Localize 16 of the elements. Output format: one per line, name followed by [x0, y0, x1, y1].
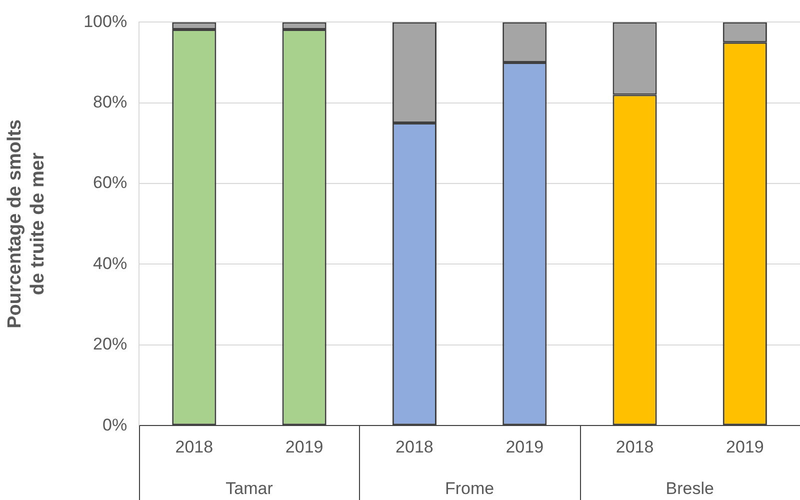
y-tick-label: 20%: [93, 334, 128, 354]
text: Tamar: [226, 479, 274, 498]
x-tick-label: 2018: [616, 437, 654, 456]
x-tick-label: 2019: [726, 437, 764, 456]
x-tick-label: 2018: [175, 437, 214, 456]
text: Frome: [444, 479, 494, 498]
y-tick-label: 0%: [102, 415, 128, 434]
y-tick-label: 60%: [93, 173, 128, 192]
y-tick-label: 40%: [93, 254, 128, 273]
y-tick-label: 100%: [84, 12, 128, 31]
x-tick-label: 2019: [506, 437, 544, 456]
y-tick-label: 80%: [93, 92, 128, 112]
y-axis-title: Pourcentage de smolts de truite de mer: [4, 119, 48, 328]
x-tick-label: 2019: [285, 437, 324, 456]
text: Bresle: [666, 479, 714, 498]
x-tick-label: 2018: [396, 437, 434, 456]
